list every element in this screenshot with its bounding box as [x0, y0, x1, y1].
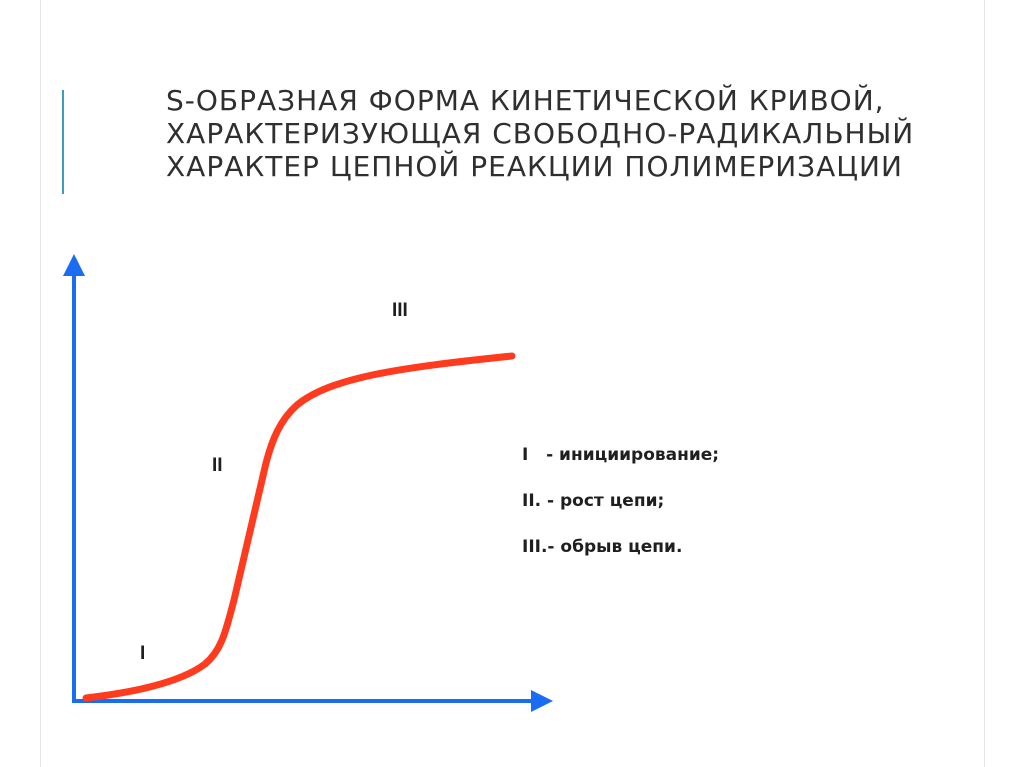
title-accent-bar: [62, 90, 64, 194]
kinetic-curve: [82, 352, 516, 702]
y-axis-arrow-icon: [63, 254, 85, 276]
stage-label-1: I: [140, 643, 145, 664]
title-line-2: ХАРАКТЕРИЗУЮЩАЯ СВОБОДНО-РАДИКАЛЬНЫЙ: [166, 117, 915, 150]
legend-item-chain-growth: II. - рост цепи;: [522, 491, 665, 511]
title-line-3: ХАРАКТЕР ЦЕПНОЙ РЕАКЦИИ ПОЛИМЕРИЗАЦИИ: [166, 150, 903, 183]
legend-item-chain-termination: III.- обрыв цепи.: [522, 537, 683, 557]
title-line-1: S-ОБРАЗНАЯ ФОРМА КИНЕТИЧЕСКОЙ КРИВОЙ,: [166, 84, 885, 117]
slide-frame-left-line: [40, 0, 41, 767]
slide-frame-right-line: [984, 0, 985, 767]
stage-label-2: II: [212, 455, 223, 476]
x-axis-arrow-icon: [531, 690, 553, 712]
slide-title: S-ОБРАЗНАЯ ФОРМА КИНЕТИЧЕСКОЙ КРИВОЙ, ХА…: [166, 84, 986, 183]
legend-item-initiation: I - инициирование;: [522, 445, 720, 465]
stage-label-3: III: [392, 300, 408, 321]
stages-legend: I - инициирование; II. - рост цепи; III.…: [522, 443, 719, 581]
